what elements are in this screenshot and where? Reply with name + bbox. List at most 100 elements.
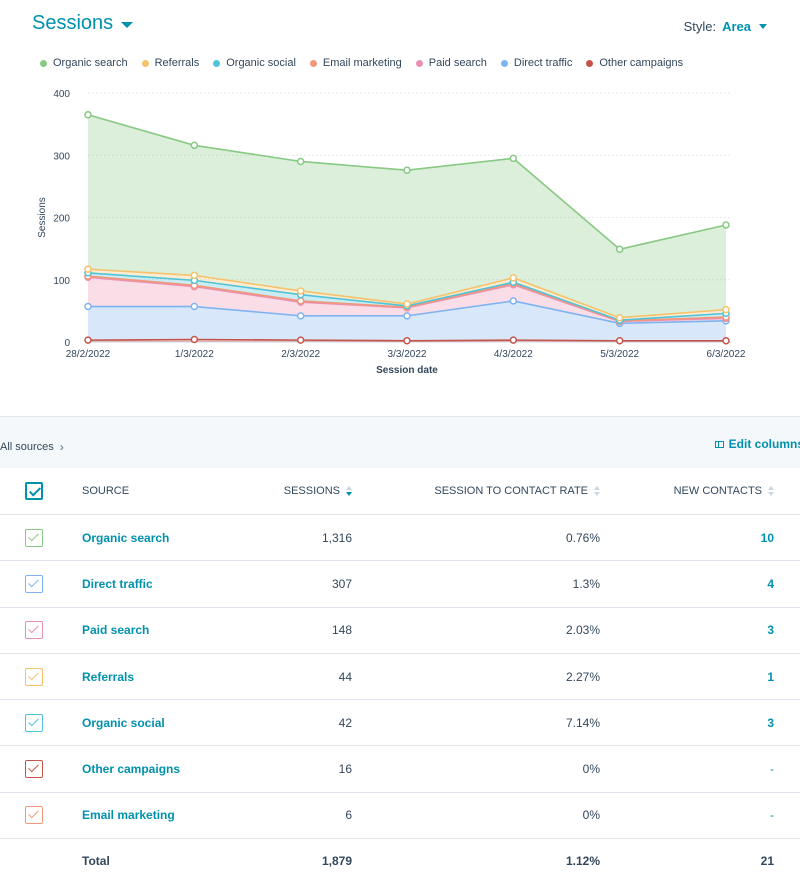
total-label: Total — [82, 854, 110, 869]
sessions-header-label: SESSIONS — [283, 485, 340, 497]
select-all-checkbox[interactable] — [25, 482, 43, 500]
total-rate: 1.12% — [565, 854, 600, 869]
edit-columns-label: Edit columns — [728, 437, 800, 451]
point-referrals — [84, 265, 92, 273]
y-tick-label: 0 — [64, 338, 70, 349]
rate-value: 1.3% — [572, 576, 600, 591]
table-toolbar: All sources › Edit columns — [0, 416, 800, 468]
row-checkbox[interactable] — [25, 760, 43, 779]
table-header-row: SOURCE SESSIONS SESSION TO CONTACT RATE … — [0, 468, 800, 515]
sessions-value: 148 — [331, 623, 352, 638]
legend-item[interactable]: Email marketing — [309, 57, 402, 69]
legend-item[interactable]: Paid search — [415, 57, 487, 69]
legend-label: Email marketing — [322, 57, 402, 69]
breadcrumb[interactable]: All sources › — [0, 440, 64, 454]
legend-item[interactable]: Direct traffic — [500, 57, 573, 69]
y-axis-label: Sessions — [37, 197, 48, 238]
source-link[interactable]: Email marketing — [82, 808, 175, 823]
point-organic-search — [403, 166, 411, 174]
source-link[interactable]: Other campaigns — [82, 762, 181, 777]
style-dropdown[interactable]: Area — [722, 19, 751, 34]
table-row: Organic social 42 7.14% 3 — [0, 700, 800, 747]
chevron-down-icon — [759, 24, 767, 29]
sources-table: SOURCE SESSIONS SESSION TO CONTACT RATE … — [0, 468, 800, 883]
style-label: Style: — [683, 19, 717, 34]
table-row: Organic search 1,316 0.76% 10 — [0, 515, 800, 562]
legend-dot-icon — [586, 59, 594, 67]
point-other-campaigns — [509, 336, 518, 344]
new-contacts-value[interactable]: 4 — [767, 576, 774, 591]
rate-header-label: SESSION TO CONTACT RATE — [434, 485, 588, 497]
row-checkbox[interactable] — [25, 574, 43, 593]
total-sessions: 1,879 — [321, 854, 352, 869]
x-tick-label: 1/3/2022 — [175, 349, 214, 360]
report-title: Sessions — [32, 12, 114, 34]
source-link[interactable]: Direct traffic — [82, 576, 153, 591]
sort-descending-icon — [346, 486, 352, 496]
report-title-dropdown[interactable]: Sessions — [32, 12, 134, 35]
sort-icon — [768, 486, 774, 496]
rate-value: 7.14% — [565, 715, 600, 730]
point-direct-traffic — [84, 302, 92, 311]
rate-value: 0.76% — [565, 530, 600, 545]
point-other-campaigns — [615, 337, 624, 345]
source-link[interactable]: Organic social — [82, 715, 165, 730]
row-checkbox-cell — [25, 667, 43, 686]
rate-value: 0% — [582, 808, 600, 823]
edit-columns-button[interactable]: Edit columns — [714, 437, 800, 451]
legend-item[interactable]: Organic social — [213, 57, 296, 69]
point-referrals — [296, 287, 305, 295]
source-link[interactable]: Referrals — [82, 669, 135, 684]
new-contacts-header-label: NEW CONTACTS — [673, 485, 762, 497]
sessions-value: 16 — [338, 762, 352, 777]
sessions-value: 307 — [331, 576, 352, 591]
table-row: Direct traffic 307 1.3% 4 — [0, 561, 800, 608]
legend-item[interactable]: Referrals — [141, 57, 200, 69]
sort-icon — [594, 486, 600, 496]
row-checkbox-cell — [25, 528, 43, 547]
point-organic-search — [615, 245, 624, 253]
y-tick-label: 400 — [53, 89, 70, 100]
row-checkbox-cell — [25, 713, 43, 732]
rate-column-header[interactable]: SESSION TO CONTACT RATE — [434, 485, 600, 497]
source-link[interactable]: Paid search — [82, 623, 150, 638]
new-contacts-value: - — [770, 762, 774, 777]
table-total-row: Total 1,879 1.12% 21 — [0, 839, 800, 883]
legend-label: Referrals — [154, 57, 200, 69]
legend-item[interactable]: Organic search — [40, 57, 128, 69]
new-contacts-value[interactable]: 3 — [767, 623, 774, 638]
row-checkbox[interactable] — [25, 528, 43, 547]
x-tick-label: 4/3/2022 — [494, 349, 533, 360]
legend-dot-icon — [500, 59, 508, 67]
legend-item[interactable]: Other campaigns — [586, 57, 683, 69]
point-other-campaigns — [722, 337, 730, 345]
row-checkbox[interactable] — [25, 667, 43, 686]
table-row: Referrals 44 2.27% 1 — [0, 654, 800, 701]
source-column-header[interactable]: SOURCE — [82, 485, 130, 497]
point-email-marketing — [296, 297, 305, 305]
legend-label: Organic social — [226, 57, 296, 69]
new-contacts-value[interactable]: 3 — [767, 715, 774, 730]
point-organic-search — [84, 111, 92, 119]
x-tick-label: 3/3/2022 — [388, 349, 427, 360]
sessions-column-header[interactable]: SESSIONS — [284, 485, 352, 497]
point-direct-traffic — [190, 302, 199, 311]
x-tick-label: 2/3/2022 — [281, 349, 320, 360]
row-checkbox[interactable] — [25, 806, 43, 825]
sessions-value: 44 — [338, 669, 352, 684]
new-contacts-column-header[interactable]: NEW CONTACTS — [674, 485, 774, 497]
legend-dot-icon — [40, 59, 47, 67]
row-checkbox-cell — [25, 574, 43, 593]
legend-label: Direct traffic — [513, 57, 573, 69]
y-tick-label: 100 — [53, 276, 70, 287]
new-contacts-value[interactable]: 1 — [767, 669, 774, 684]
rate-value: 2.03% — [565, 623, 600, 638]
legend-dot-icon — [309, 59, 317, 67]
row-checkbox[interactable] — [25, 621, 43, 640]
chevron-right-icon: › — [59, 440, 64, 454]
row-checkbox-cell — [25, 760, 43, 779]
new-contacts-value[interactable]: 10 — [760, 530, 774, 545]
source-link[interactable]: Organic search — [82, 530, 170, 545]
legend-label: Organic search — [53, 57, 128, 69]
row-checkbox[interactable] — [25, 713, 43, 732]
